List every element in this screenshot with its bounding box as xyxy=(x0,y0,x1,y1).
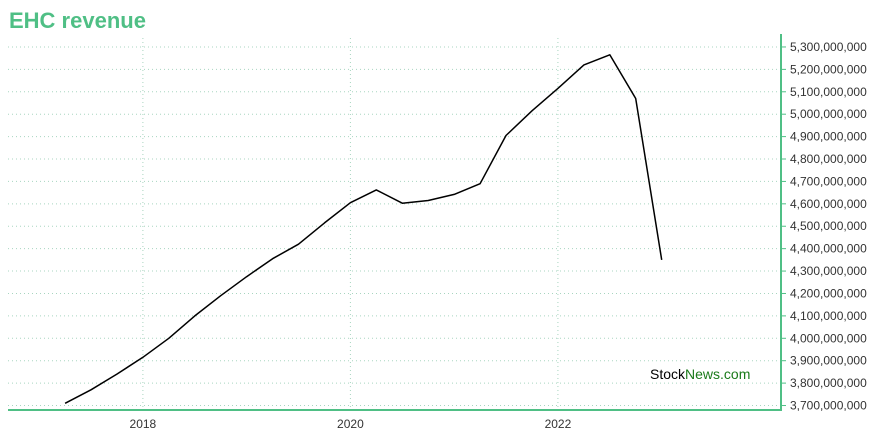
axes-layer xyxy=(8,34,786,411)
y-tick-label: 4,900,000,000 xyxy=(790,130,867,144)
y-tick-label: 5,000,000,000 xyxy=(790,107,867,121)
watermark: StockNews.com xyxy=(650,365,750,383)
y-tick-label: 4,000,000,000 xyxy=(790,331,867,345)
y-tick-label: 3,900,000,000 xyxy=(790,354,867,368)
watermark-dotcom: .com xyxy=(720,366,751,382)
x-tick-label-2022: 2022 xyxy=(545,417,572,431)
y-tick-label: 4,700,000,000 xyxy=(790,174,867,188)
y-tick-label: 4,800,000,000 xyxy=(790,152,867,166)
x-tick-label-2020: 2020 xyxy=(337,417,364,431)
chart-title: EHC revenue xyxy=(9,8,146,33)
y-tick-label: 4,100,000,000 xyxy=(790,309,867,323)
x-gridlines xyxy=(142,38,559,410)
y-tick-label: 5,200,000,000 xyxy=(790,62,867,76)
y-tick-label: 3,800,000,000 xyxy=(790,376,867,390)
y-tick-label: 5,300,000,000 xyxy=(790,40,867,54)
watermark-news: News xyxy=(685,366,721,382)
y-tick-label: 4,400,000,000 xyxy=(790,242,867,256)
watermark-stock: Stock xyxy=(650,366,686,382)
y-tick-labels: 3,700,000,000 3,800,000,000 3,900,000,000 4… xyxy=(790,40,867,413)
y-tick-label: 4,600,000,000 xyxy=(790,197,867,211)
series-layer xyxy=(64,54,663,404)
y-tick-label: 4,300,000,000 xyxy=(790,264,867,278)
revenue-line xyxy=(64,54,663,404)
y-tick-label: 5,100,000,000 xyxy=(790,85,867,99)
y-tick-label: 3,700,000,000 xyxy=(790,399,867,413)
x-tick-label-2018: 2018 xyxy=(130,417,157,431)
x-tick-labels: 2018 2020 2022 xyxy=(130,417,572,431)
y-tick-label: 4,200,000,000 xyxy=(790,286,867,300)
y-tick-label: 4,500,000,000 xyxy=(790,219,867,233)
y-gridlines xyxy=(8,46,781,407)
